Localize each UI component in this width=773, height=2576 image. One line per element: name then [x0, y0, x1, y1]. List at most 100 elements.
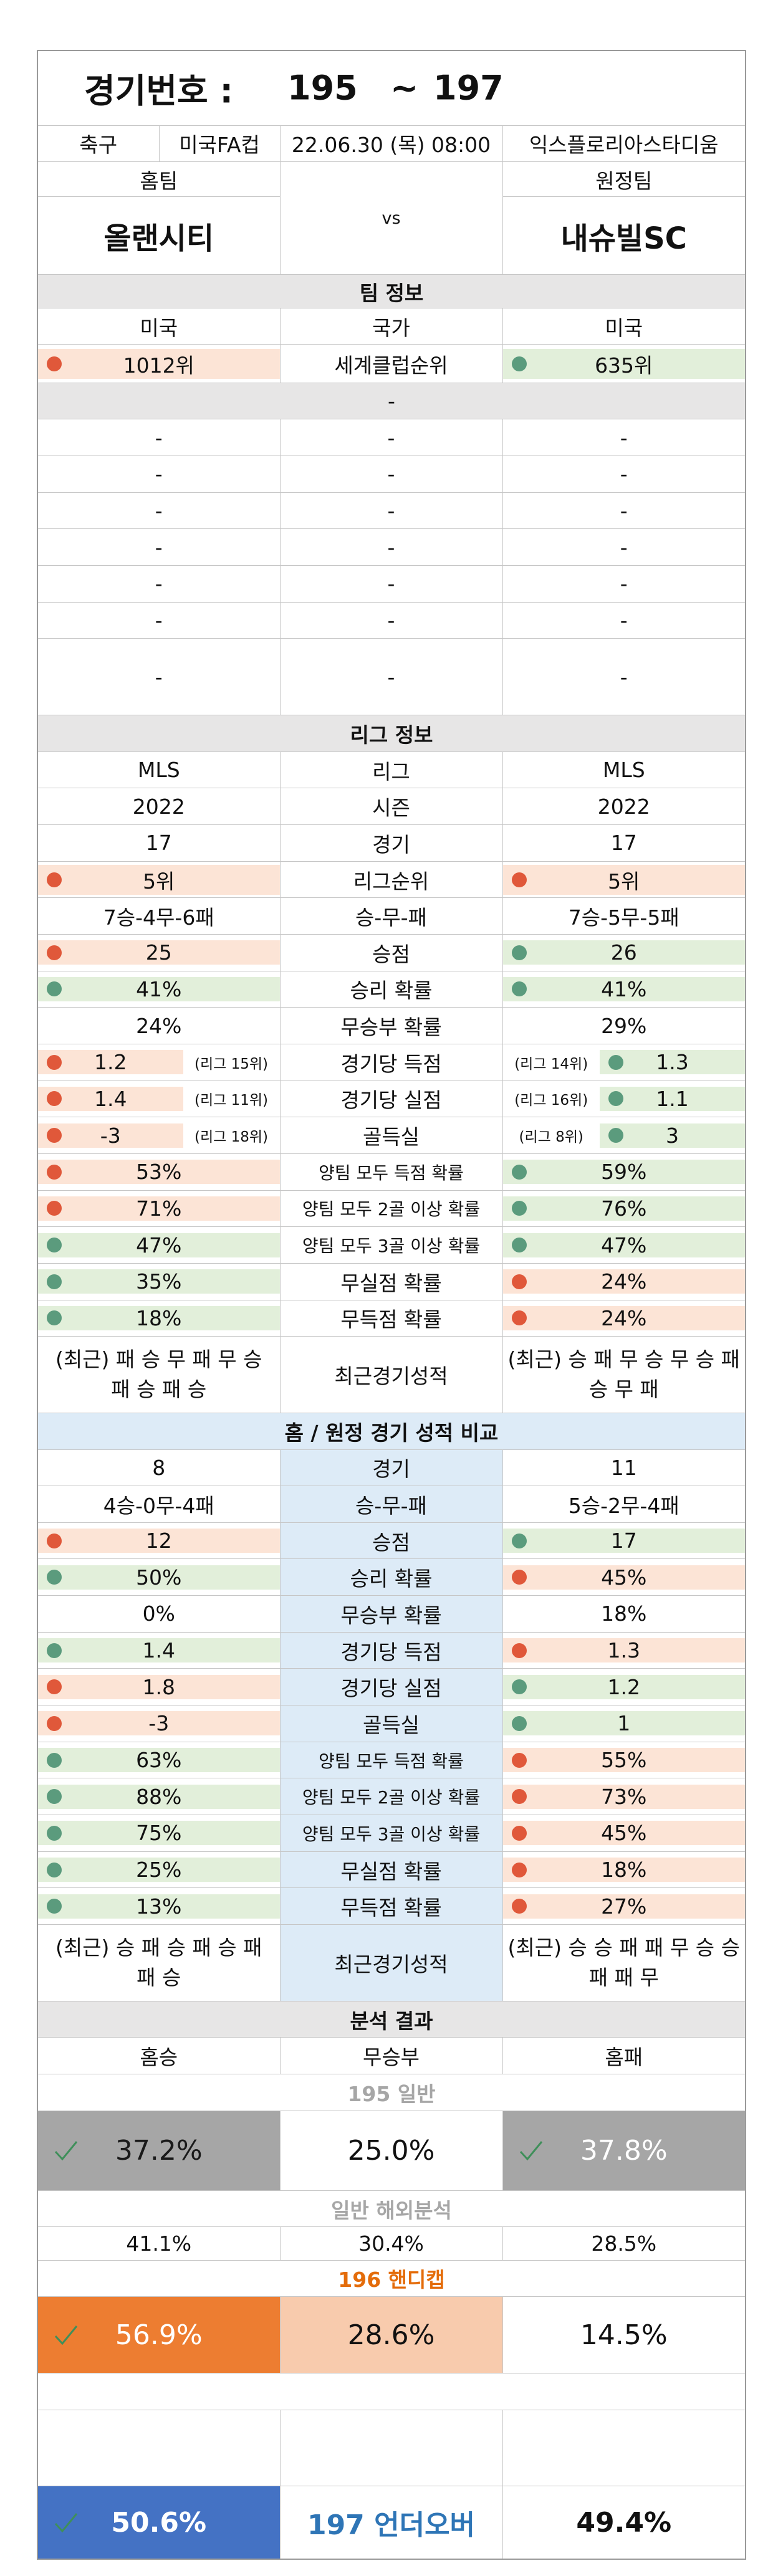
row-label: 승리 확률 — [279, 970, 503, 1008]
home-value-text: - — [155, 425, 163, 450]
away-value-text: 5승-2무-4패 — [568, 1494, 679, 1518]
cell-box: (리그 14위) 1.3 — [503, 1050, 745, 1075]
empty-cell — [37, 2409, 281, 2487]
empty-cell — [502, 2409, 746, 2487]
home-value-text: 53% — [136, 1160, 182, 1185]
cell-box: 50% — [38, 1565, 279, 1590]
home-value: 1.2 (리그 15위) — [37, 1043, 281, 1081]
home-value-box: 41% — [38, 976, 279, 1001]
match-kickoff: 22.06.30 (목) 08:00 — [279, 125, 503, 163]
check-stroke — [54, 2513, 78, 2533]
tone-dot — [47, 1054, 62, 1070]
away-value-text: 18% — [601, 1601, 647, 1626]
table-row: 88% 양팀 모두 2골 이상 확률 73% — [37, 1778, 746, 1816]
table-row: 팀 정보 — [37, 274, 746, 308]
home-value-box: - — [38, 499, 279, 523]
home-value: 53% — [37, 1153, 281, 1191]
block-name: 195 일반 — [37, 2074, 746, 2111]
row-label: 최근경기성적 — [279, 1924, 503, 2001]
table-row: -3 골득실 1 — [37, 1705, 746, 1742]
away-value: 2022 — [502, 788, 746, 826]
home-value-text: 5위 — [143, 869, 175, 894]
away-value-box: 18% — [503, 1858, 745, 1882]
home-value-box: 24% — [38, 1014, 279, 1038]
cell-box: - — [503, 665, 745, 689]
away-value-text: 55% — [601, 1748, 647, 1773]
home-value-box: 63% — [38, 1748, 279, 1773]
away-value-text: 17 — [610, 831, 637, 856]
tone-dot — [511, 1825, 527, 1841]
away-value-text: (최근) 승 패 무 승 무 승 패 승 무 패 — [507, 1347, 740, 1402]
table-row: --- — [37, 638, 746, 716]
home-value-box: 71% — [38, 1196, 279, 1221]
home-team: 올랜시티 — [37, 196, 281, 275]
away-value: 27% — [502, 1887, 746, 1925]
tone-dot — [47, 1643, 62, 1658]
home-value-text: - — [155, 608, 163, 633]
home-value: 75% — [37, 1815, 281, 1852]
home-value-text: - — [155, 462, 163, 487]
table-row: 올랜시티 내슈빌SC — [37, 196, 746, 275]
check-icon — [54, 2326, 78, 2345]
row-label: 무실점 확률 — [279, 1851, 503, 1889]
home-value-text: MLS — [137, 758, 180, 783]
home-value-text: - — [155, 499, 163, 523]
cell-box: - — [38, 425, 279, 450]
table-row: 경기번호 : 195 ~197 — [37, 50, 746, 126]
cell-box: 13% — [38, 1894, 279, 1919]
away-value-text: 24% — [601, 1269, 647, 1294]
row-label: 승-무-패 — [279, 897, 503, 935]
row-label: - — [279, 492, 503, 530]
home-note: (리그 18위) — [183, 1123, 279, 1148]
header-from: 195 — [287, 68, 358, 108]
away-value: 5승-2무-4패 — [502, 1486, 746, 1523]
section-title: 리그 정보 — [37, 715, 746, 752]
home-value-box: 35% — [38, 1269, 279, 1294]
row-label: 양팀 모두 2골 이상 확률 — [279, 1190, 503, 1228]
cell-box: 17 — [38, 831, 279, 855]
match-competition: 미국FA컵 — [158, 125, 281, 163]
table-row: (최근) 패 승 무 패 무 승 패 승 패 승 최근경기성적 (최근) 승 패 무… — [37, 1336, 746, 1413]
home-value-text: 1.4 — [94, 1086, 127, 1111]
away-value-text: - — [620, 462, 628, 487]
cell-box: 8 — [38, 1456, 279, 1480]
table-row: --- — [37, 456, 746, 493]
away-value-box: 7승-5무-5패 — [503, 901, 745, 931]
away-value-box: 17 — [503, 1529, 745, 1553]
tone-dot — [511, 945, 527, 960]
table-row — [37, 2372, 746, 2410]
tone-dot — [511, 1899, 527, 1914]
table-row: 25 승점 26 — [37, 933, 746, 971]
away-value-text: 11 — [610, 1455, 637, 1480]
away-value: 45% — [502, 1815, 746, 1852]
away-value-text: 29% — [601, 1013, 647, 1038]
away-value: (최근) 승 패 무 승 무 승 패 승 무 패 — [502, 1336, 746, 1413]
cell-box: 1.2 (리그 15위) — [38, 1050, 279, 1075]
home-value-text: 1.2 — [94, 1050, 127, 1075]
away-value-box: - — [503, 665, 745, 689]
away-value: (리그 8위) 3 — [502, 1117, 746, 1154]
cell-box: (최근) 승 패 무 승 무 승 패 승 무 패 — [508, 1345, 741, 1405]
away-value: 미국 — [502, 307, 746, 345]
cell-box: (최근) 승 패 승 패 승 패 패 승 — [43, 1933, 275, 1993]
home-value: 1.4 (리그 11위) — [37, 1080, 281, 1118]
cell-box: 1 — [503, 1711, 745, 1736]
tone-dot — [47, 1310, 62, 1326]
cell-box: 55% — [503, 1748, 745, 1773]
table-row: - — [37, 382, 746, 420]
tone-dot — [47, 1091, 62, 1107]
away-value-box: 1.1 — [599, 1086, 745, 1111]
cell-box: 1.4 — [38, 1638, 279, 1663]
row-label: 경기당 실점 — [279, 1080, 503, 1118]
empty-cell — [279, 2409, 503, 2487]
result-text: 37.8% — [580, 2134, 668, 2167]
home-value-box: - — [38, 608, 279, 633]
tone-dot — [47, 1789, 62, 1805]
tone-dot — [47, 872, 62, 887]
cell-box: 24% — [503, 1269, 745, 1294]
row-label: 골득실 — [279, 1117, 503, 1154]
table-row: 25% 무실점 확률 18% — [37, 1851, 746, 1889]
home-value-text: 75% — [136, 1821, 182, 1846]
row-label: 무승부 확률 — [279, 1007, 503, 1044]
analysis-column: 홈패 — [502, 2037, 746, 2075]
